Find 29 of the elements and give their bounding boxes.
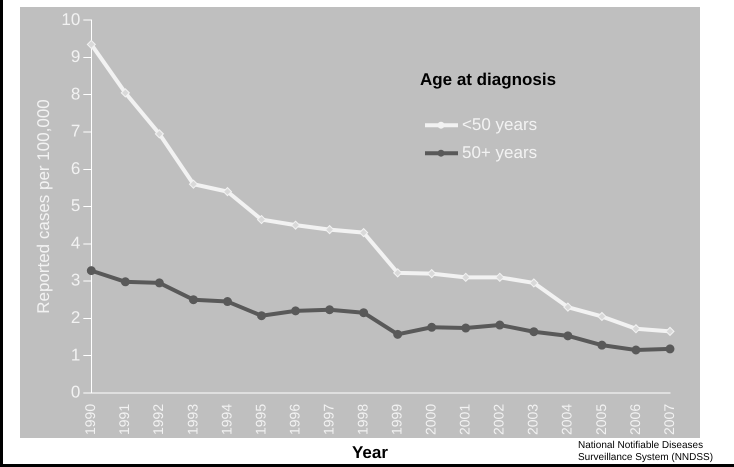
point (597, 340, 606, 350)
legend-title: Age at diagnosis (420, 70, 556, 89)
point (188, 295, 198, 304)
point (631, 324, 640, 334)
point (154, 278, 164, 288)
point (393, 330, 402, 339)
point (563, 331, 572, 340)
point (495, 320, 504, 330)
point (86, 40, 96, 49)
point (529, 327, 538, 336)
point (666, 326, 674, 336)
point (120, 88, 130, 98)
point (597, 312, 606, 321)
point (86, 266, 96, 276)
point (188, 180, 198, 189)
point (291, 306, 300, 316)
point (325, 305, 334, 314)
point (461, 324, 470, 333)
point (359, 308, 368, 318)
point (120, 277, 130, 286)
point (666, 344, 674, 354)
point (222, 297, 232, 306)
point (427, 322, 436, 332)
text: National Notifiable Diseases Surveillance System (NNDSS) (578, 440, 714, 464)
point (154, 129, 164, 138)
x-axis-title: Year (351, 443, 389, 463)
point (563, 302, 572, 312)
point (257, 311, 266, 320)
point (631, 346, 640, 354)
